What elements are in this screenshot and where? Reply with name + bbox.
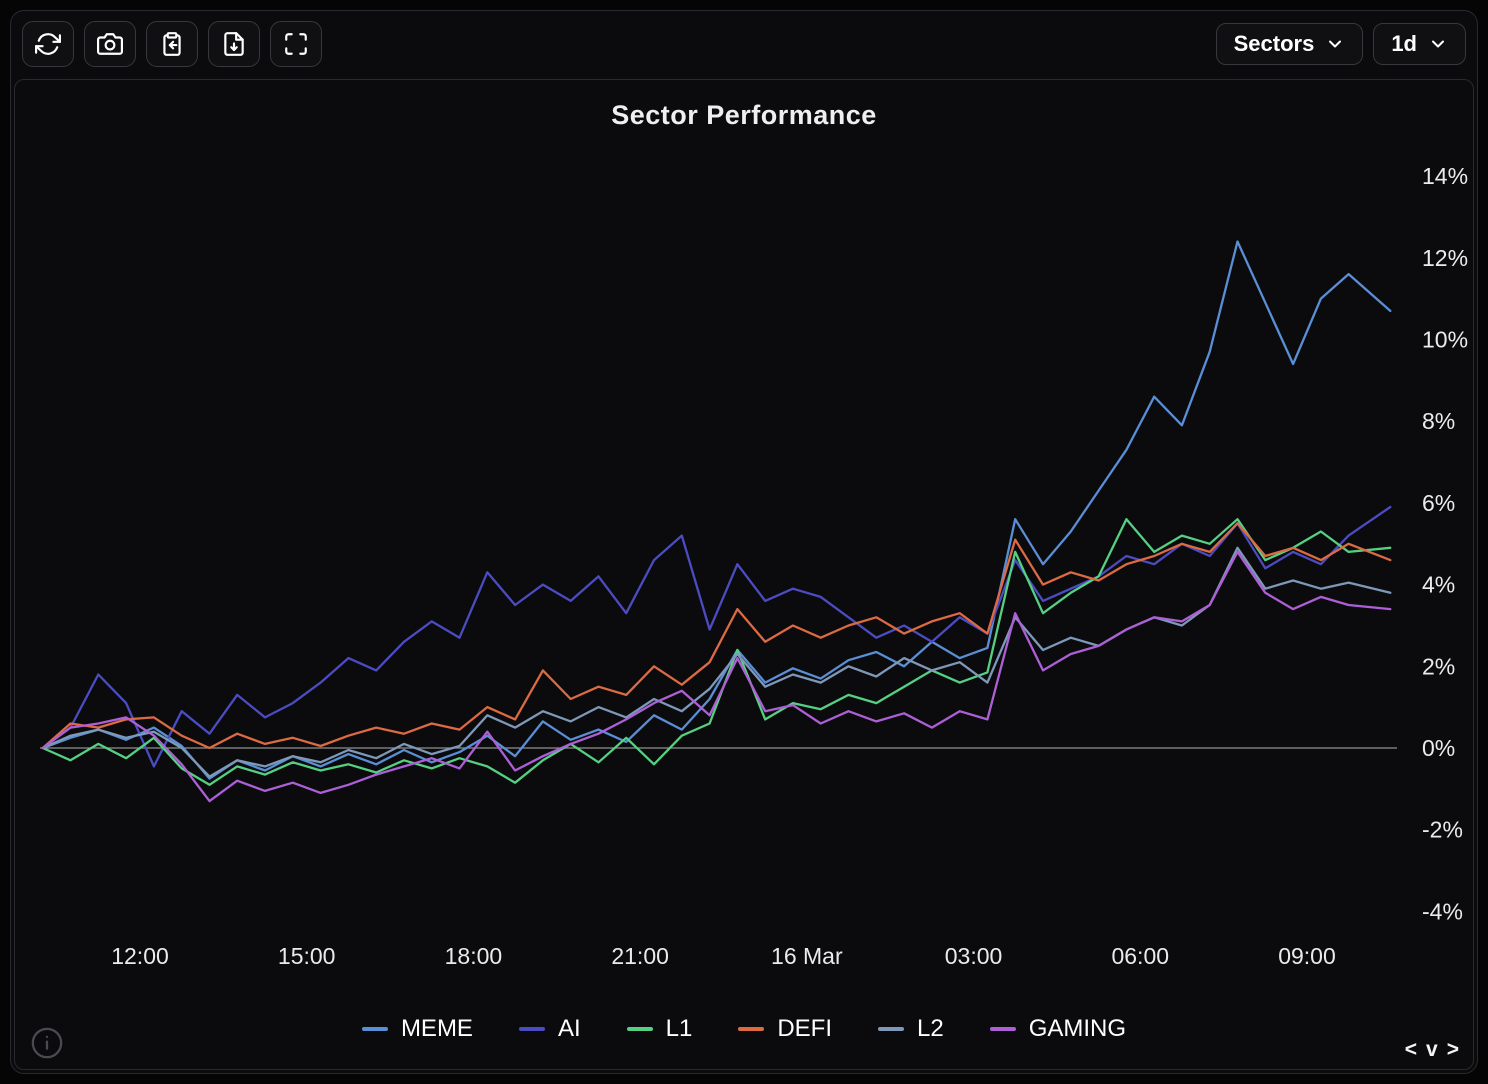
chart-widget-card: Sectors 1d Sector Performance 14% 12% 10% 8… xyxy=(10,10,1478,1074)
x-axis-tick-label: 03:00 xyxy=(945,943,1003,969)
series-line-meme xyxy=(41,240,1392,780)
legend-item-l1[interactable]: L1 xyxy=(626,1015,693,1043)
legend-item-meme[interactable]: MEME xyxy=(361,1015,473,1043)
x-axis-tick-label: 21:00 xyxy=(611,943,669,969)
y-axis-tick-label: 12% xyxy=(1422,245,1468,271)
y-axis-tick-label: 10% xyxy=(1422,327,1468,353)
copy-to-clipboard-button[interactable] xyxy=(146,21,198,67)
timeframe-dropdown-label: 1d xyxy=(1391,31,1417,56)
y-axis-tick-label: 0% xyxy=(1422,735,1455,761)
screenshot-button[interactable] xyxy=(84,21,136,67)
refresh-icon xyxy=(35,33,61,55)
legend-swatch-ai xyxy=(518,1027,545,1031)
legend-item-defi[interactable]: DEFI xyxy=(738,1015,832,1043)
legend-label: DEFI xyxy=(777,1015,832,1042)
legend-item-l2[interactable]: L2 xyxy=(878,1015,944,1043)
chevron-down-icon xyxy=(1432,40,1444,48)
legend-item-ai[interactable]: AI xyxy=(518,1015,581,1043)
toolbar: Sectors 1d xyxy=(11,11,1477,77)
x-axis-tick-label: 12:00 xyxy=(111,943,169,969)
series-line-l1 xyxy=(41,518,1392,786)
toolbar-dropdown-group: Sectors 1d xyxy=(1215,23,1466,65)
series-line-gaming xyxy=(41,550,1392,803)
nav-next-button[interactable]: > xyxy=(1446,1038,1459,1061)
nav-prev-button[interactable]: < xyxy=(1404,1038,1418,1061)
fullscreen-button[interactable] xyxy=(270,21,322,67)
x-axis-tick-label: 06:00 xyxy=(1111,943,1169,969)
sectors-dropdown[interactable]: Sectors xyxy=(1215,23,1364,65)
legend-label: MEME xyxy=(400,1015,473,1042)
chevron-down-icon xyxy=(1329,40,1342,48)
y-axis-tick-label: 2% xyxy=(1422,653,1455,679)
legend: MEME AI L1 DEFI L2 GAMING xyxy=(15,1015,1473,1043)
chart-title: Sector Performance xyxy=(611,100,877,130)
info-circle-icon xyxy=(31,1027,63,1058)
info-button[interactable] xyxy=(28,1025,66,1063)
legend-swatch-l1 xyxy=(626,1027,653,1031)
file-download-icon xyxy=(224,32,244,56)
chart-nav: < v > xyxy=(1405,1037,1459,1063)
y-axis-tick-label: 14% xyxy=(1422,163,1468,189)
toolbar-icon-group xyxy=(22,21,322,67)
legend-label: L1 xyxy=(665,1015,693,1042)
y-axis-tick-label: 6% xyxy=(1422,490,1455,516)
legend-swatch-meme xyxy=(361,1027,388,1031)
y-axis-tick-label: 8% xyxy=(1422,408,1455,434)
legend-item-gaming[interactable]: GAMING xyxy=(989,1015,1127,1043)
plot-area[interactable]: 14% 12% 10% 8% 6% 4% 2% 0% -2% -4% 12:00 15:00 18:00… xyxy=(15,80,1474,1070)
legend-label: AI xyxy=(557,1015,581,1042)
clipboard-import-icon xyxy=(163,32,181,56)
refresh-button[interactable] xyxy=(22,21,74,67)
legend-swatch-l2 xyxy=(878,1027,904,1031)
legend-swatch-defi xyxy=(738,1027,765,1031)
series-line-l2 xyxy=(41,546,1392,778)
legend-swatch-gaming xyxy=(989,1027,1016,1031)
y-axis-tick-label: -2% xyxy=(1422,817,1463,843)
fullscreen-icon xyxy=(285,33,307,55)
camera-icon xyxy=(97,33,123,55)
series-line-defi xyxy=(41,522,1392,750)
x-axis-tick-label: 15:00 xyxy=(278,943,336,969)
nav-collapse-button[interactable]: v xyxy=(1426,1038,1438,1061)
x-axis-tick-label: 18:00 xyxy=(445,943,503,969)
x-axis-tick-label: 16 Mar xyxy=(771,943,843,969)
x-axis-tick-label: 09:00 xyxy=(1278,943,1336,969)
timeframe-dropdown[interactable]: 1d xyxy=(1373,23,1466,65)
legend-label: L2 xyxy=(917,1015,944,1042)
series-line-ai xyxy=(41,505,1392,768)
legend-label: GAMING xyxy=(1028,1015,1127,1042)
chart-panel: Sector Performance 14% 12% 10% 8% 6% 4% 2% 0% -2… xyxy=(14,79,1474,1070)
export-file-button[interactable] xyxy=(208,21,260,67)
y-axis-tick-label: -4% xyxy=(1422,898,1463,924)
y-axis-tick-label: 4% xyxy=(1422,572,1455,598)
sectors-dropdown-label: Sectors xyxy=(1233,31,1315,56)
